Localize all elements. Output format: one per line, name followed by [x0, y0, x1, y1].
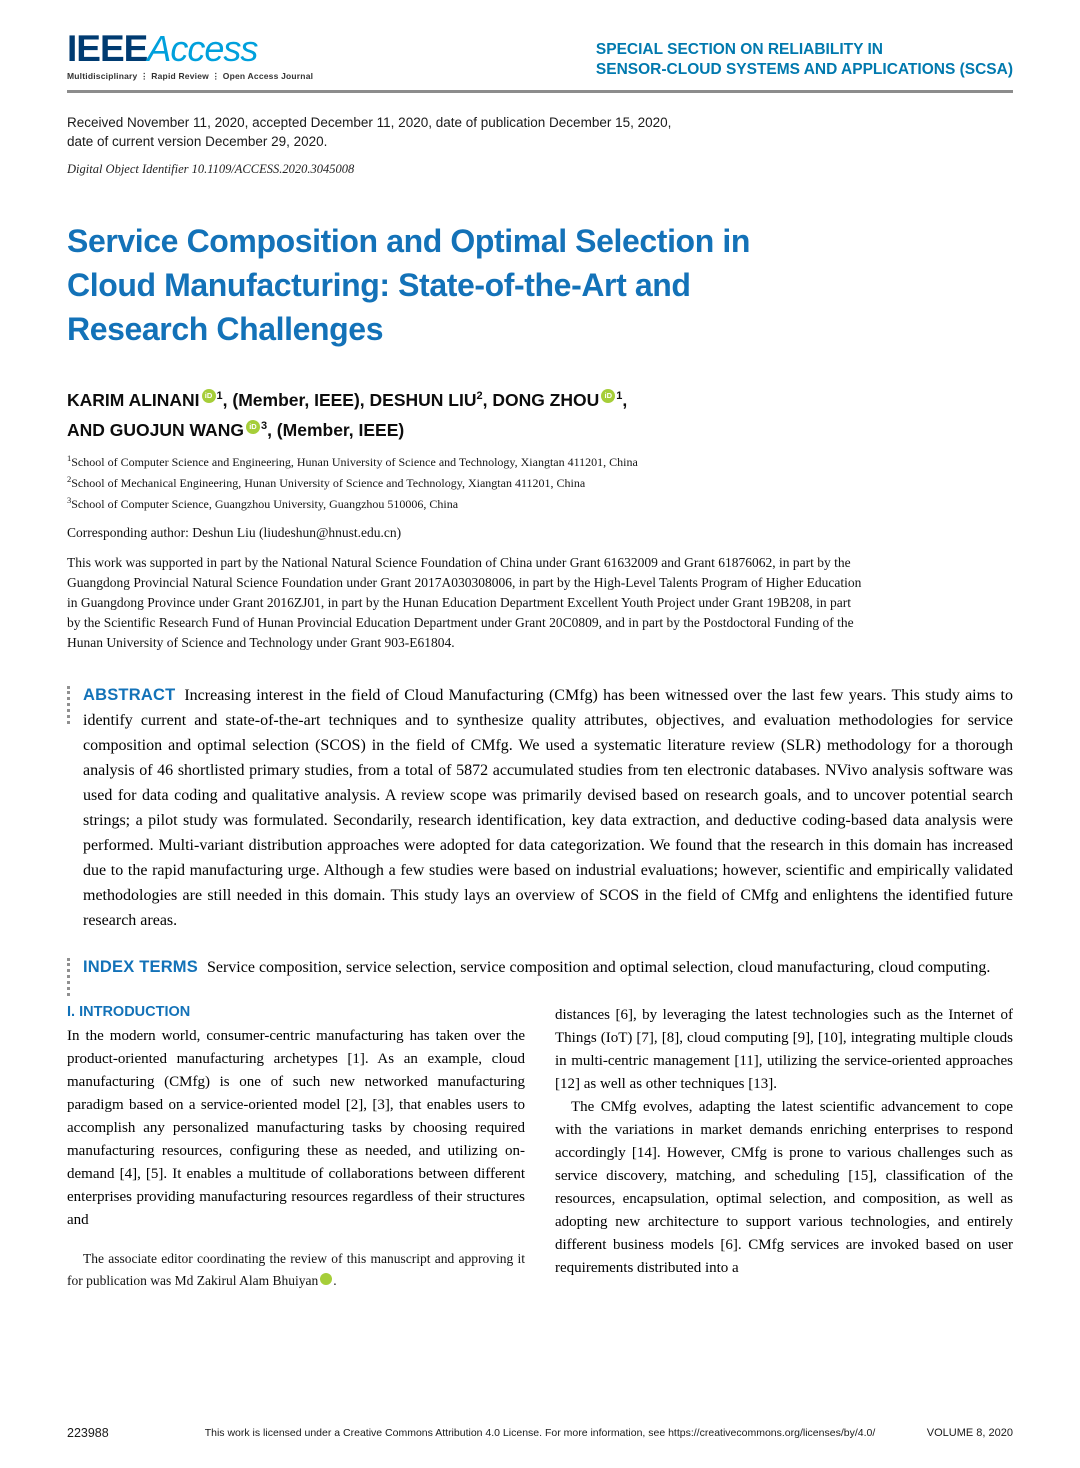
received-line-1: Received November 11, 2020, accepted Dec… — [67, 114, 672, 130]
author-superscript: 1 — [616, 389, 623, 402]
special-section-title: SPECIAL SECTION ON RELIABILITY IN SENSOR… — [596, 40, 1013, 80]
received-dates: Received November 11, 2020, accepted Dec… — [67, 113, 1013, 151]
author-superscript: 3 — [260, 420, 268, 433]
paper-title-line-3: Research Challenges — [67, 310, 384, 347]
affiliation-text: School of Computer Science and Engineeri… — [71, 455, 638, 470]
affiliation-superscript: 2 — [67, 474, 72, 485]
intro-right-paragraph-1: distances [6], by leveraging the latest … — [555, 1007, 1013, 1093]
page-footer: 223988 This work is licensed under a Cre… — [67, 1426, 1013, 1440]
paper-title-line-1: Service Composition and Optimal Selectio… — [67, 222, 750, 259]
affiliation-line: 2School of Mechanical Engineering, Hunan… — [67, 471, 1013, 492]
access-logo-text: Access — [147, 28, 258, 69]
corresponding-author: Corresponding author: Deshun Liu (liudes… — [67, 525, 402, 541]
author-list: KARIM ALINANI iD 1, (Member, IEEE), DESHUN… — [67, 383, 1013, 445]
author-superscript: 1 — [216, 389, 223, 402]
author-segment: , (Member, IEEE) — [267, 420, 405, 441]
right-column: distances [6], by leveraging the latest … — [555, 1004, 1013, 1291]
associate-editor-note: The associate editor coordinating the re… — [67, 1248, 525, 1291]
doi-line: Digital Object Identifier 10.1109/ACCESS… — [67, 161, 355, 176]
index-terms-label: INDEX TERMS — [83, 958, 198, 977]
footer-page-number: 223988 — [67, 1426, 109, 1440]
affiliation-line: 1School of Computer Science and Engineer… — [67, 450, 1013, 471]
orcid-icon[interactable]: iD — [320, 1272, 343, 1285]
abstract-text: Increasing interest in the field of Clou… — [83, 687, 1013, 930]
editor-note-text: The associate editor coordinating the re… — [67, 1251, 525, 1288]
abstract-paragraph: ABSTRACT Increasing interest in the field… — [83, 683, 1013, 933]
orcid-icon[interactable]: iD — [601, 389, 616, 404]
intro-right-paragraph-2: The CMfg evolves, adapting the latest sc… — [555, 1099, 1013, 1277]
affiliation-superscript: 1 — [67, 453, 72, 464]
affiliation-superscript: 3 — [67, 495, 72, 506]
author-superscript: 2 — [476, 389, 483, 402]
paper-title: Service Composition and Optimal Selectio… — [67, 219, 1013, 351]
intro-heading: I. INTRODUCTION — [67, 1004, 191, 1021]
funding-note: This work was supported in part by the N… — [67, 555, 862, 651]
special-section-line-1: SPECIAL SECTION ON RELIABILITY IN — [595, 41, 883, 58]
editor-note-period: . — [333, 1272, 337, 1288]
author-line-2: AND GUOJUN WANG iD 3, (Member, IEEE) — [67, 413, 1013, 444]
received-line-2: date of current version December 29, 202… — [67, 133, 328, 149]
orcid-icon[interactable]: iD — [201, 389, 216, 404]
author-name: KARIM ALINANI — [67, 389, 200, 410]
abstract-section: ABSTRACT Increasing interest in the field… — [67, 683, 1013, 933]
header-divider — [67, 89, 1013, 93]
footer-volume: VOLUME 8, 2020 — [926, 1427, 1013, 1439]
abstract-label: ABSTRACT — [83, 686, 176, 705]
affiliation-line: 3School of Computer Science, Guangzhou U… — [67, 492, 1013, 513]
paper-title-line-2: Cloud Manufacturing: State-of-the-Art an… — [67, 266, 691, 303]
author-segment: , (Member, IEEE), DESHUN LIU — [222, 389, 477, 410]
index-terms-section: INDEX TERMS Service composition, service … — [67, 955, 1013, 997]
affiliation-text: School of Computer Science, Guangzhou Un… — [71, 497, 459, 512]
index-terms-text: Service composition, service selection, … — [206, 959, 991, 977]
author-name: AND GUOJUN WANG — [67, 420, 244, 441]
special-section-line-2: SENSOR-CLOUD SYSTEMS AND APPLICATIONS (S… — [595, 61, 1013, 78]
affiliation-text: School of Mechanical Engineering, Hunan … — [71, 476, 586, 491]
page-header: IEEEAccess Multidisciplinary ⋮ Rapid Rev… — [67, 30, 1013, 81]
logo-tagline: Multidisciplinary ⋮ Rapid Review ⋮ Open … — [67, 71, 314, 81]
footer-license: This work is licensed under a Creative C… — [204, 1427, 876, 1439]
ieee-logo-text: IEEE — [67, 28, 148, 69]
affiliations: 1School of Computer Science and Engineer… — [67, 450, 1013, 513]
author-segment: , — [622, 389, 628, 410]
author-segment: , DONG ZHOU — [482, 389, 600, 410]
two-column-body: I. INTRODUCTION In the modern world, con… — [67, 1004, 1013, 1291]
left-column: I. INTRODUCTION In the modern world, con… — [67, 1004, 525, 1291]
ieee-access-logo: IEEEAccess Multidisciplinary ⋮ Rapid Rev… — [67, 30, 313, 81]
index-terms-paragraph: INDEX TERMS Service composition, service … — [83, 955, 1013, 980]
intro-left-paragraph: In the modern world, consumer-centric ma… — [67, 1028, 525, 1229]
author-line-1: KARIM ALINANI iD 1, (Member, IEEE), DESHUN… — [67, 383, 1013, 414]
orcid-icon[interactable]: iD — [245, 420, 260, 435]
